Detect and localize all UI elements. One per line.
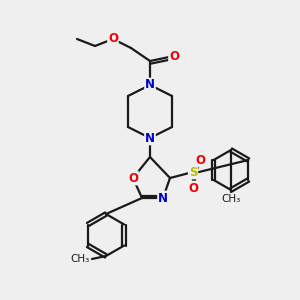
Text: S: S: [189, 166, 197, 178]
Text: O: O: [128, 172, 138, 184]
Text: N: N: [158, 191, 168, 205]
Text: O: O: [108, 32, 118, 46]
Text: CH₃: CH₃: [221, 194, 241, 204]
Text: O: O: [188, 182, 198, 194]
Text: N: N: [145, 131, 155, 145]
Text: CH₃: CH₃: [71, 254, 90, 264]
Text: O: O: [195, 154, 205, 166]
Text: N: N: [145, 79, 155, 92]
Text: O: O: [169, 50, 179, 62]
